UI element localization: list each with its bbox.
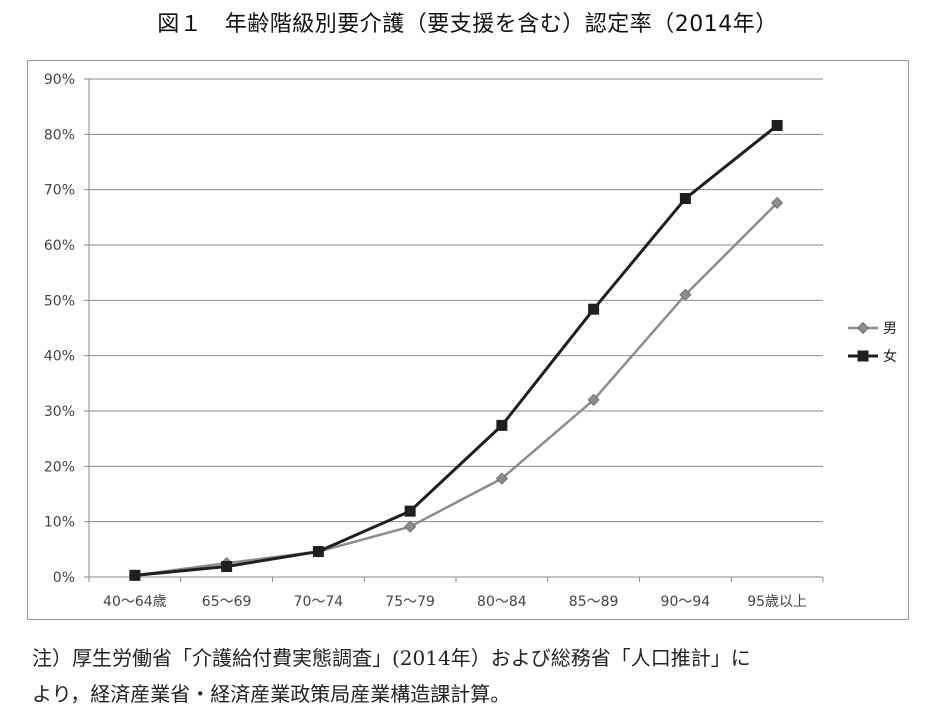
y-tick-label: 30% (44, 404, 75, 420)
data-point-series-2 (312, 546, 324, 558)
data-point-series-2 (588, 303, 600, 315)
source-note: 注）厚生労働省「介護給付費実態調査」(2014年）および総務省「人口推計」に よ… (32, 640, 912, 712)
data-point-series-2 (129, 569, 141, 581)
legend-marker-1 (856, 321, 870, 335)
legend-label-1: 男 (883, 321, 897, 337)
x-tick-label: 75〜79 (385, 594, 435, 610)
data-point-series-2 (771, 119, 783, 131)
chart-title: 図１ 年齢階級別要介護（要支援を含む）認定率（2014年） (157, 12, 778, 37)
y-tick-label: 50% (44, 293, 75, 309)
data-point-series-2 (221, 560, 233, 572)
chart-frame: 0% 10% 20% 30% 40% 50% 60% 70% 80% 90% 40〜64歳 65〜69… (27, 60, 909, 620)
y-tick-label: 40% (44, 349, 75, 365)
data-point-series-2 (496, 419, 508, 431)
y-tick-label: 80% (44, 127, 75, 143)
data-point-series-1 (495, 472, 508, 485)
x-tick-label: 90〜94 (661, 594, 711, 610)
x-tick-label: 80〜84 (477, 594, 527, 610)
series-line-2 (134, 124, 779, 577)
y-tick-label: 0% (53, 570, 75, 586)
y-tick-label: 90% (44, 72, 75, 88)
line-chart: 0% 10% 20% 30% 40% 50% 60% 70% 80% 90% 40〜64歳 65〜69… (44, 72, 897, 610)
data-point-series-1 (404, 520, 417, 533)
source-note-line-1: 注）厚生労働省「介護給付費実態調査」(2014年）および総務省「人口推計」に (32, 646, 751, 670)
x-tick-label: 70〜74 (294, 594, 344, 610)
data-point-series-2 (404, 505, 416, 517)
series-line-1 (134, 202, 779, 577)
source-note-line-2: より，経済産業省・経済産業政策局産業構造課計算。 (32, 682, 511, 706)
x-tick-label: 85〜89 (569, 594, 619, 610)
data-point-series-1 (587, 393, 600, 406)
legend-marker-2 (857, 350, 869, 362)
y-tick-label: 10% (44, 515, 75, 531)
data-point-series-1 (771, 196, 784, 210)
legend-label-2: 女 (883, 348, 897, 365)
y-tick-label: 70% (44, 183, 75, 199)
y-tick-label: 60% (44, 238, 75, 254)
data-point-series-2 (679, 193, 691, 205)
x-tick-label: 95歳以上 (747, 594, 807, 610)
x-tick-label: 40〜64歳 (103, 594, 167, 610)
y-tick-label: 20% (44, 459, 75, 475)
x-tick-label: 65〜69 (202, 594, 252, 610)
data-point-series-1 (679, 288, 692, 301)
